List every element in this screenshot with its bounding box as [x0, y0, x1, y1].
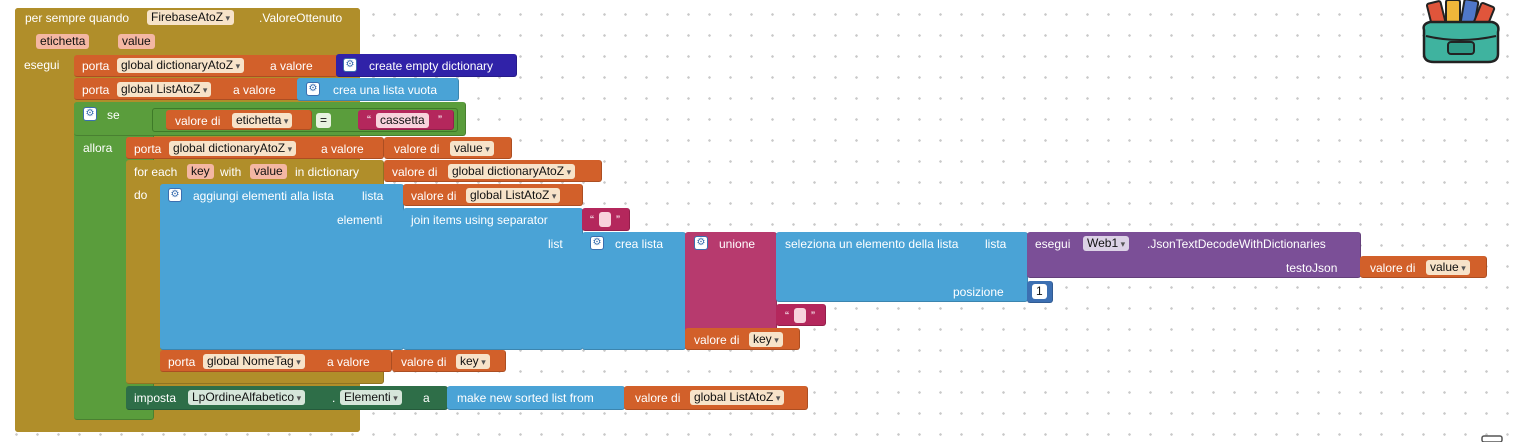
- gear-icon[interactable]: ⚙: [83, 107, 97, 121]
- set4-key-dropdown[interactable]: key: [456, 354, 490, 369]
- backpack-icon[interactable]: [1418, 0, 1504, 66]
- set4-a-valore-label: a valore: [327, 355, 370, 369]
- empty-quote-open: “: [785, 309, 789, 323]
- call-valore-di-label: valore di: [1370, 261, 1416, 275]
- set4-valore-di-label: valore di: [401, 355, 447, 369]
- set1-var-dropdown[interactable]: global dictionaryAtoZ: [117, 58, 245, 73]
- seleziona-label: seleziona un elemento della lista: [785, 237, 959, 251]
- foreach-label: for each: [134, 165, 178, 179]
- set3-valore-di-label: valore di: [394, 142, 440, 156]
- create-empty-dictionary-label: create empty dictionary: [369, 59, 494, 73]
- gear-icon[interactable]: ⚙: [343, 58, 357, 72]
- empty-text-field[interactable]: [794, 308, 806, 323]
- imposta-prop-dropdown[interactable]: Elementi: [340, 390, 402, 405]
- empty-quote-close: ”: [811, 309, 815, 323]
- set3-value-dropdown[interactable]: value: [450, 141, 494, 156]
- gear-icon[interactable]: ⚙: [306, 82, 320, 96]
- add-items-block[interactable]: [160, 184, 404, 350]
- sorted-list-label: make new sorted list from: [457, 391, 594, 405]
- set3-porta-label: porta: [134, 142, 162, 156]
- valore-key-label: valore di: [694, 333, 740, 347]
- set2-a-valore-label: a valore: [233, 83, 276, 97]
- foreach-valore-di-label: valore di: [392, 165, 438, 179]
- number-field[interactable]: 1: [1032, 284, 1047, 299]
- foreach-with-label: with: [220, 165, 242, 179]
- foreach-dict-dropdown[interactable]: global dictionaryAtoZ: [448, 164, 576, 179]
- join-label: join items using separator: [411, 213, 548, 227]
- gear-icon[interactable]: ⚙: [694, 236, 708, 250]
- set1-a-valore-label: a valore: [270, 59, 313, 73]
- imposta-list-dropdown[interactable]: global ListAtoZ: [690, 390, 785, 405]
- if-allora-label: allora: [83, 141, 113, 155]
- add-items-lista-label: lista: [362, 189, 384, 203]
- seleziona-lista-label: lista: [985, 237, 1007, 251]
- join-block[interactable]: [403, 208, 583, 350]
- if-se-label: se: [107, 108, 120, 122]
- call-component-dropdown[interactable]: Web1: [1083, 236, 1130, 251]
- set3-a-valore-label: a valore: [321, 142, 364, 156]
- foreach-in-dict-label: in dictionary: [295, 165, 360, 179]
- trash-icon[interactable]: [1480, 434, 1504, 442]
- seleziona-block[interactable]: [776, 232, 1028, 302]
- call-esegui-label: esegui: [1035, 237, 1071, 251]
- imposta-a-label: a: [423, 391, 430, 405]
- set2-var-dropdown[interactable]: global ListAtoZ: [117, 82, 212, 97]
- event-header-label: per sempre quando: [25, 11, 130, 25]
- unione-label: unione: [719, 237, 756, 251]
- imposta-component-dropdown[interactable]: LpOrdineAlfabetico: [188, 390, 306, 405]
- seleziona-posizione-label: posizione: [953, 285, 1004, 299]
- set1-porta-label: porta: [82, 59, 110, 73]
- join-list-label: list: [548, 237, 563, 251]
- crea-lista-label: crea lista: [615, 237, 664, 251]
- crea-lista-vuota-label: crea una lista vuota: [333, 83, 438, 97]
- add-items-label: aggiungi elementi alla lista: [193, 189, 334, 203]
- call-method-label: .JsonTextDecodeWithDictionaries: [1147, 237, 1326, 251]
- gear-icon[interactable]: ⚙: [168, 188, 182, 202]
- set2-porta-label: porta: [82, 83, 110, 97]
- set4-porta-label: porta: [168, 355, 196, 369]
- crea-lista-vuota-block[interactable]: [297, 78, 459, 101]
- foreach-key-var[interactable]: key: [187, 164, 214, 179]
- text-quote-open: “: [367, 113, 371, 127]
- text-cassetta-field[interactable]: cassetta: [376, 113, 429, 128]
- valore-key-dropdown[interactable]: key: [749, 332, 783, 347]
- text-quote-close: ”: [438, 113, 442, 127]
- add-items-elementi-label: elementi: [337, 213, 383, 227]
- imposta-valore-di-label: valore di: [635, 391, 681, 405]
- event-footer: [15, 420, 360, 432]
- sep-quote-open: “: [590, 213, 594, 227]
- event-component-dropdown[interactable]: FirebaseAtoZ: [147, 10, 235, 25]
- separator-text-field[interactable]: [599, 212, 611, 227]
- foreach-do-label: do: [134, 188, 148, 202]
- foreach-value-var[interactable]: value: [250, 164, 287, 179]
- gear-icon[interactable]: ⚙: [590, 236, 604, 250]
- event-param-etichetta[interactable]: etichetta: [36, 34, 90, 49]
- set4-var-dropdown[interactable]: global NomeTag: [203, 354, 305, 369]
- sep-quote-close: ”: [616, 213, 620, 227]
- sorted-list-block[interactable]: [447, 386, 625, 410]
- add-items-list-dropdown[interactable]: global ListAtoZ: [466, 188, 561, 203]
- if-var-dropdown[interactable]: etichetta: [232, 113, 293, 128]
- crea-lista-block[interactable]: [582, 232, 686, 350]
- imposta-label: imposta: [134, 391, 177, 405]
- call-arg-label: testoJson: [1286, 261, 1338, 275]
- compare-operator-dropdown[interactable]: =: [316, 113, 332, 128]
- if-valore-di-label: valore di: [175, 114, 221, 128]
- event-param-value[interactable]: value: [118, 34, 155, 49]
- add-items-valore-di-label: valore di: [411, 189, 457, 203]
- create-empty-dictionary-block[interactable]: [336, 54, 517, 77]
- imposta-dot-label: .: [332, 391, 336, 405]
- event-name-label: .ValoreOttenuto: [259, 11, 343, 25]
- event-do-label: esegui: [24, 58, 60, 72]
- call-arg-dropdown[interactable]: value: [1426, 260, 1470, 275]
- set3-var-dropdown[interactable]: global dictionaryAtoZ: [169, 141, 297, 156]
